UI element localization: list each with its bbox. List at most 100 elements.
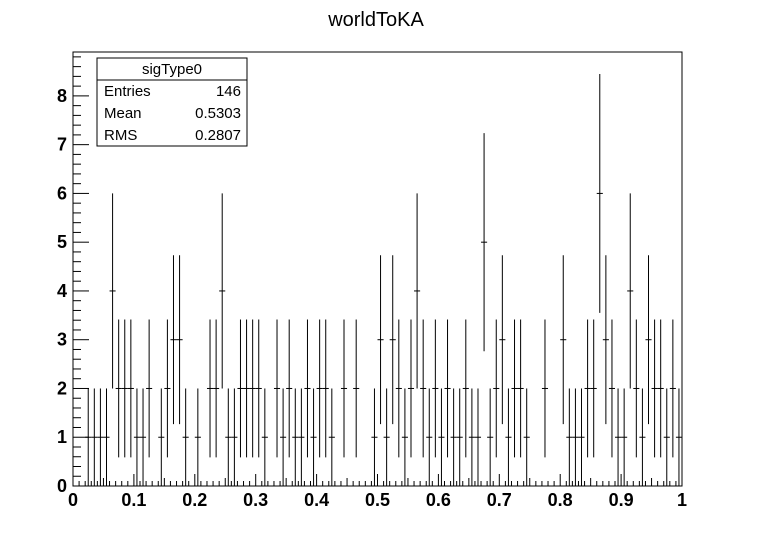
histogram-bin: [206, 319, 214, 458]
histogram-bin: [523, 388, 530, 486]
stats-entries-label: Entries: [104, 83, 151, 100]
histogram-bin: [298, 388, 305, 486]
histogram-bin: [139, 388, 147, 486]
histogram-bin: [651, 319, 658, 458]
histogram-bin: [541, 319, 549, 458]
histogram-bin: [322, 319, 329, 458]
histogram-bin: [590, 319, 597, 458]
stats-mean-label: Mean: [104, 105, 142, 122]
histogram-bin: [487, 388, 494, 486]
histogram-bin: [450, 388, 457, 486]
histogram-bin: [560, 255, 567, 425]
histogram-bin: [261, 388, 268, 486]
histogram-bin: [401, 388, 408, 486]
histogram-bin: [395, 319, 402, 458]
histogram-bin: [663, 388, 670, 486]
histogram-bin: [432, 319, 439, 458]
histogram-bin: [182, 388, 189, 486]
histogram-bin: [444, 319, 451, 458]
histogram-bin: [255, 319, 262, 458]
stats-box-title: sigType0: [142, 61, 202, 78]
x-tick-label: 0.5: [365, 490, 390, 510]
histogram-bin: [103, 388, 110, 486]
y-tick-label: 1: [57, 427, 67, 447]
histogram-bin: [517, 319, 524, 458]
histogram-bin: [383, 388, 390, 486]
x-tick-label: 0.3: [243, 490, 268, 510]
x-tick-label: 0.4: [304, 490, 329, 510]
histogram-bin: [304, 319, 311, 458]
histogram-bin: [273, 319, 281, 458]
axes: 0 0.1 0.2 0.3 0.4 0.5 0.6 0.7 0.8 0.9 1 0 1 2 3 4 5 6 7 8: [57, 56, 687, 510]
histogram-bin: [170, 255, 177, 425]
histogram-bin: [109, 193, 116, 389]
x-tick-label: 0.2: [182, 490, 207, 510]
histogram-bin: [621, 388, 628, 486]
histogram-bin: [371, 388, 378, 486]
x-tick-label: 0.9: [609, 490, 634, 510]
histogram-bin: [627, 193, 634, 389]
histogram-bin: [286, 319, 293, 458]
histogram-bin: [353, 319, 360, 458]
histogram-bin: [578, 388, 585, 486]
histogram-bin: [146, 319, 153, 458]
histogram-bin: [602, 255, 609, 425]
histogram-bin: [243, 319, 250, 458]
histogram-bin: [596, 73, 603, 313]
y-tick-label: 3: [57, 330, 67, 350]
x-tick-label: 0.6: [426, 490, 451, 510]
histogram-bin: [566, 388, 573, 486]
histogram-bin: [675, 388, 682, 486]
stats-mean-value: 0.5303: [195, 105, 241, 122]
histogram-bin: [377, 255, 384, 425]
histogram-bin: [225, 388, 232, 486]
x-tick-label: 0.1: [121, 490, 146, 510]
histogram-bin: [407, 319, 415, 458]
stats-rms-label: RMS: [104, 127, 137, 144]
stats-rms-value: 0.2807: [195, 127, 241, 144]
histogram-bin: [213, 319, 220, 458]
histogram-bin: [292, 388, 299, 486]
histogram-bin: [414, 193, 421, 389]
histogram-bin: [164, 319, 171, 458]
histogram-bin: [505, 388, 512, 486]
histogram-bin: [645, 255, 652, 425]
histogram-bin: [493, 319, 500, 458]
histogram-bin: [280, 388, 287, 486]
y-tick-label: 5: [57, 232, 67, 252]
histogram-bin: [474, 388, 482, 486]
stats-box: sigType0 Entries 146 Mean 0.5303 RMS 0.2…: [96, 57, 248, 147]
histogram-marks: [85, 73, 682, 487]
histogram-bin: [615, 388, 622, 486]
histogram-bin: [127, 319, 134, 458]
histogram-bin: [176, 255, 183, 425]
y-tick-label: 0: [57, 476, 67, 496]
stats-entries-value: 146: [216, 83, 241, 100]
histogram-bin: [121, 319, 128, 458]
histogram-bin: [133, 388, 140, 486]
histogram-bin: [584, 319, 591, 458]
histogram-bin: [608, 319, 616, 458]
histogram-bin: [389, 255, 396, 425]
chart-title: worldToKA: [327, 9, 424, 31]
histogram-bin: [219, 193, 226, 389]
stats-box-frame: [96, 57, 248, 147]
x-tick-label: 0.8: [548, 490, 573, 510]
histogram-bin: [438, 388, 445, 486]
histogram-bin: [456, 388, 463, 486]
histogram-bin: [237, 319, 244, 458]
histogram-bin: [115, 319, 122, 458]
histogram-bin: [669, 319, 676, 458]
y-tick-label: 7: [57, 135, 67, 155]
histogram-bin: [420, 319, 427, 458]
x-tick-label: 0.7: [487, 490, 512, 510]
histogram-bin: [194, 388, 201, 486]
histogram-bin: [468, 388, 475, 486]
y-tick-label: 8: [57, 86, 67, 106]
histogram-bin: [657, 319, 664, 458]
y-tick-label: 2: [57, 378, 67, 398]
histogram-bin: [511, 319, 518, 458]
histogram-bin: [310, 388, 317, 486]
y-tick-label: 4: [57, 281, 67, 301]
